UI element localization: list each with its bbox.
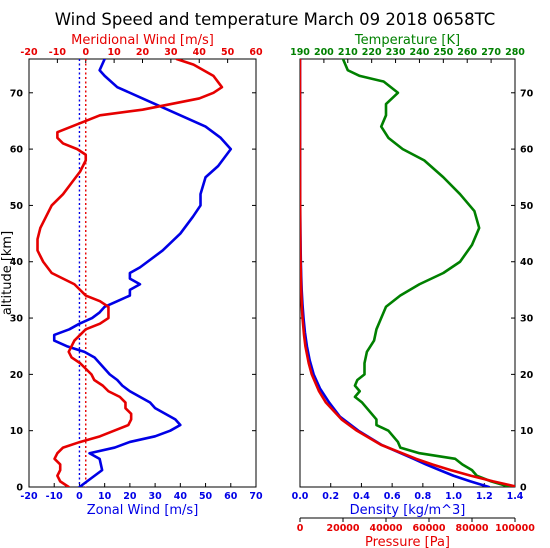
y-tick-label: 60: [10, 145, 24, 156]
bottom-x-tick-label: 0.4: [353, 491, 370, 502]
y-tick-label: 70: [10, 88, 24, 99]
series-line-blue: [300, 59, 491, 487]
y-tick-label: 30: [10, 314, 24, 325]
top-x-tick-label: 250: [433, 47, 453, 58]
plot-frame: [299, 58, 516, 488]
y-tick-label: 50: [520, 201, 534, 212]
y-tick-label: 50: [10, 201, 24, 212]
top-x-tick-label: 220: [362, 47, 382, 58]
top-x-tick-label: -20: [20, 47, 38, 58]
left-panel: 0 10 20 30 40 50 60 70 altitude [km] -20 -10 0 10 20 3…: [0, 33, 263, 518]
bottom-x-tick-label: 10: [98, 491, 112, 502]
y-tick-label: 0: [520, 483, 527, 494]
bottom-x-tick-label: 0.0: [292, 491, 309, 502]
bottom-x-tick-label: 0: [76, 491, 83, 502]
top-x-tick-label: 280: [505, 47, 525, 58]
bottom-x-tick-label: 0.6: [384, 491, 401, 502]
secondary-x-tick-label: 80000: [455, 523, 488, 534]
bottom-x-tick-label: 40: [174, 491, 188, 502]
bottom-x-tick-label: 0.2: [322, 491, 339, 502]
secondary-x-tick-label: 40000: [369, 523, 402, 534]
bottom-x-tick-label: -20: [20, 491, 38, 502]
y-tick-label: 10: [520, 426, 534, 437]
top-x-tick-label: 260: [457, 47, 477, 58]
top-axis-label: Temperature [K]: [354, 33, 460, 48]
series-line-green: [341, 59, 512, 487]
plot-frame: [28, 58, 257, 488]
bottom-x-tick-label: 70: [249, 491, 263, 502]
right-panel: 0 10 20 30 40 50 60 70 190 200 210 220 230 240 250 260 2…: [290, 33, 535, 548]
bottom-x-tick-label: 1.2: [476, 491, 493, 502]
bottom-x-tick-label: 60: [224, 491, 238, 502]
secondary-x-tick-label: 0: [297, 523, 304, 534]
series-line-red: [36, 59, 224, 487]
bottom-x-tick-label: 50: [199, 491, 213, 502]
y-tick-label: 40: [10, 257, 24, 268]
bottom-x-tick-label: 20: [123, 491, 137, 502]
bottom-x-tick-label: -10: [46, 491, 64, 502]
top-x-tick-label: 10: [108, 47, 122, 58]
top-x-tick-label: 240: [410, 47, 430, 58]
top-x-tick-label: 50: [221, 47, 235, 58]
y-tick-label: 30: [520, 314, 534, 325]
series-line-blue: [52, 59, 233, 487]
top-x-tick-label: 0: [82, 47, 89, 58]
y-tick-label: 20: [10, 370, 24, 381]
y-tick-label: 70: [520, 88, 534, 99]
top-x-tick-label: 200: [314, 47, 334, 58]
bottom-axis-label: Density [kg/m^3]: [350, 503, 466, 518]
bottom-axis-label: Zonal Wind [m/s]: [87, 503, 199, 518]
top-x-tick-label: 40: [193, 47, 207, 58]
chart-title: Wind Speed and temperature March 09 2018…: [55, 10, 496, 29]
bottom-x-tick-label: 1.0: [445, 491, 462, 502]
y-tick-label: 40: [520, 257, 534, 268]
secondary-axis-label: Pressure [Pa]: [365, 535, 450, 548]
top-x-tick-label: 230: [386, 47, 406, 58]
secondary-x-tick-label: 20000: [326, 523, 359, 534]
top-x-tick-label: 60: [249, 47, 263, 58]
top-x-tick-label: 20: [136, 47, 150, 58]
top-x-tick-label: 270: [481, 47, 501, 58]
top-x-tick-label: 190: [290, 47, 310, 58]
y-tick-label: 0: [16, 483, 23, 494]
secondary-x-tick-label: 100000: [495, 523, 535, 534]
y-tick-label: 10: [10, 426, 24, 437]
top-x-tick-label: 30: [164, 47, 178, 58]
top-x-tick-label: 210: [338, 47, 358, 58]
y-tick-label: 60: [520, 145, 534, 156]
series-line-red: [300, 59, 515, 487]
y-tick-label: 20: [520, 370, 534, 381]
secondary-x-tick-label: 60000: [412, 523, 445, 534]
top-axis-label: Meridional Wind [m/s]: [71, 33, 214, 48]
bottom-x-tick-label: 0.8: [414, 491, 431, 502]
bottom-x-tick-label: 1.4: [507, 491, 524, 502]
y-axis-label: altitude [km]: [0, 231, 15, 315]
top-x-tick-label: -10: [49, 47, 67, 58]
bottom-x-tick-label: 30: [148, 491, 162, 502]
